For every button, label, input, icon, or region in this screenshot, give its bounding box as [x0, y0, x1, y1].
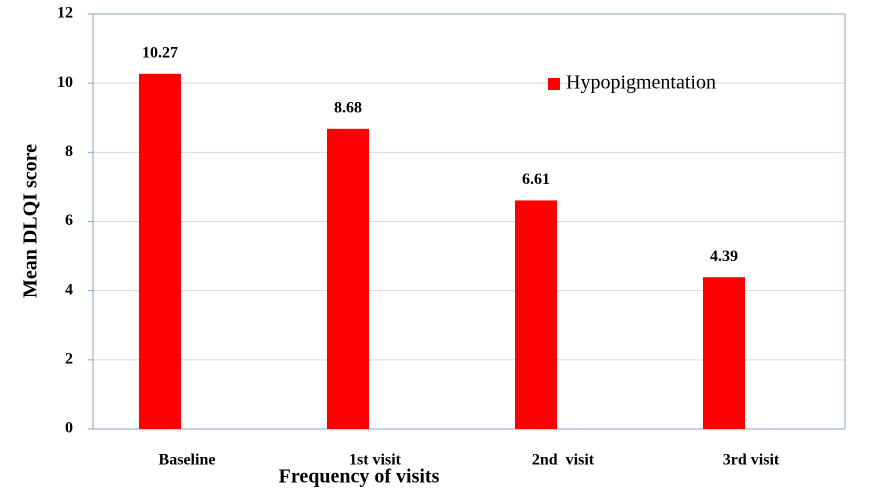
- value-label: 8.68: [334, 99, 362, 116]
- x-axis-title: Frequency of visits: [279, 466, 440, 488]
- y-tick-label: 2: [65, 351, 73, 368]
- x-tick-label: 2nd visit: [532, 452, 595, 469]
- value-label: 6.61: [522, 171, 550, 188]
- y-axis-title: Mean DLQI score: [20, 144, 42, 298]
- bar: [515, 200, 557, 429]
- plot-frame: [92, 13, 846, 430]
- value-label: 10.27: [142, 45, 178, 62]
- bar: [139, 73, 181, 430]
- legend-label: Hypopigmentation: [566, 72, 716, 94]
- bar: [703, 277, 745, 429]
- x-tick-label: 3rd visit: [723, 452, 780, 469]
- value-label: 4.39: [710, 248, 738, 265]
- bar: [327, 128, 369, 430]
- y-tick-label: 12: [57, 5, 73, 22]
- legend-swatch: [548, 78, 560, 90]
- x-tick-label: 1st visit: [349, 452, 402, 469]
- y-tick-label: 4: [65, 281, 73, 298]
- y-tick-label: 6: [65, 212, 73, 229]
- y-tick-label: 0: [65, 420, 73, 437]
- x-tick-label: Baseline: [159, 452, 216, 469]
- y-tick-label: 8: [65, 143, 73, 160]
- y-tick-label: 10: [57, 74, 73, 91]
